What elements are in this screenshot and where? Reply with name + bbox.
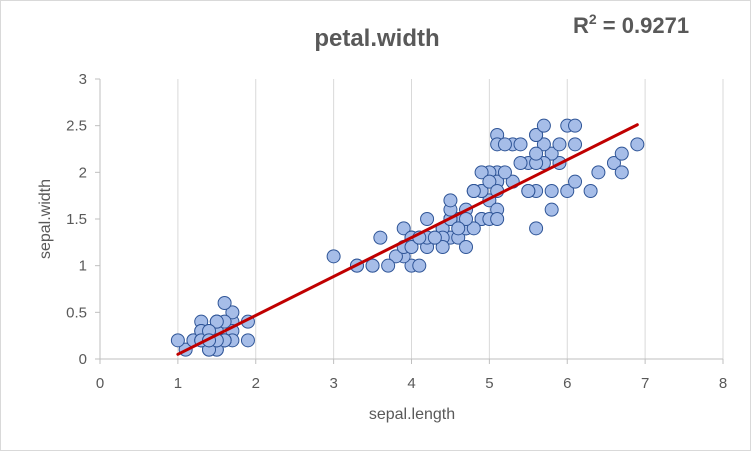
r-squared-superscript: 2 [589, 11, 597, 27]
data-point [529, 146, 544, 161]
r-squared-annotation: R2 = 0.9271 [573, 11, 689, 38]
data-point [606, 156, 621, 170]
y-tick-label: 0 [79, 351, 87, 368]
data-point [466, 184, 481, 198]
data-point [513, 156, 528, 170]
data-point [583, 184, 598, 198]
data-point [451, 221, 466, 236]
x-tick-label: 5 [485, 375, 493, 392]
y-tick-label: 2 [79, 164, 87, 181]
data-point [420, 212, 435, 226]
data-point [466, 221, 481, 236]
data-point [614, 146, 629, 161]
y-axis-title: sepal.width [37, 179, 54, 259]
data-point [630, 137, 645, 152]
x-tick-label: 7 [641, 375, 649, 392]
x-tick-label: 8 [719, 375, 727, 392]
x-tick-label: 2 [252, 375, 260, 392]
data-point [544, 184, 559, 198]
data-point [170, 333, 185, 348]
x-tick-label: 0 [96, 375, 104, 392]
x-tick-label: 4 [407, 375, 415, 392]
data-point [513, 137, 528, 152]
data-point [529, 128, 544, 142]
data-point [568, 118, 583, 133]
data-point [560, 184, 575, 198]
data-point [427, 230, 442, 245]
x-tick-label: 6 [563, 375, 571, 392]
data-point [396, 221, 411, 236]
data-point [326, 249, 341, 264]
data-point [209, 314, 224, 329]
data-point [490, 212, 505, 226]
data-point [225, 305, 240, 320]
y-tick-labels: 0 0.5 1 1.5 2 2.5 3 [66, 71, 87, 368]
data-point [459, 240, 474, 254]
data-point [435, 240, 450, 254]
trendline-layer [176, 123, 639, 356]
x-tick-labels: 0 1 2 3 4 5 6 7 8 [96, 375, 727, 392]
data-point [521, 184, 536, 198]
data-point [474, 165, 489, 180]
r-squared-prefix: R [573, 13, 589, 38]
data-point [497, 137, 512, 152]
r-squared-value: = 0.9271 [597, 13, 689, 38]
x-tick-label: 3 [329, 375, 337, 392]
data-points [170, 118, 645, 357]
data-point [388, 249, 403, 264]
data-point [568, 174, 583, 189]
data-point [365, 258, 380, 273]
data-point [568, 137, 583, 152]
data-point [497, 165, 512, 180]
data-point [529, 221, 544, 236]
data-point [373, 230, 388, 245]
data-point [591, 165, 606, 180]
data-point [544, 202, 559, 217]
data-point [614, 165, 629, 180]
data-point [552, 137, 567, 152]
x-axis-title: sepal.length [369, 406, 455, 423]
y-tick-label: 3 [79, 71, 87, 88]
chart-title: petal.width [314, 25, 439, 52]
data-point [536, 118, 551, 133]
trendline [176, 123, 639, 356]
data-point [240, 333, 255, 348]
y-tick-label: 0.5 [66, 304, 87, 321]
data-point [412, 258, 427, 273]
y-tick-label: 1.5 [66, 211, 87, 228]
data-point [536, 137, 551, 152]
data-point [544, 146, 559, 161]
y-tick-label: 1 [79, 258, 87, 275]
data-point [217, 296, 232, 310]
data-point [443, 193, 458, 208]
data-point [381, 258, 396, 273]
axes [95, 78, 724, 364]
y-tick-label: 2.5 [66, 118, 87, 135]
data-point [404, 240, 419, 254]
data-point [482, 174, 497, 189]
x-tick-label: 1 [174, 375, 182, 392]
data-point [459, 212, 474, 226]
